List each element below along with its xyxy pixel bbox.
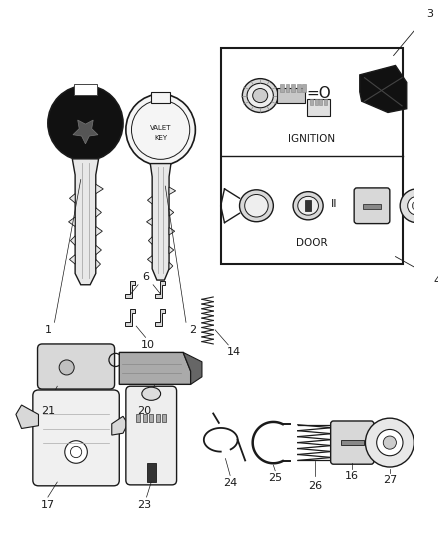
Circle shape <box>383 436 396 449</box>
Circle shape <box>59 360 74 375</box>
Polygon shape <box>96 208 102 217</box>
Ellipse shape <box>131 100 190 159</box>
Circle shape <box>413 201 422 211</box>
Bar <box>286 84 290 92</box>
Bar <box>307 99 330 116</box>
Bar <box>156 415 160 422</box>
Bar <box>277 88 305 103</box>
Polygon shape <box>183 352 202 384</box>
Bar <box>136 415 140 422</box>
Bar <box>297 84 300 92</box>
Text: 16: 16 <box>345 471 359 481</box>
Polygon shape <box>70 193 75 203</box>
Bar <box>363 204 381 208</box>
Text: 1: 1 <box>44 325 51 335</box>
Ellipse shape <box>298 196 318 215</box>
Bar <box>149 415 153 422</box>
FancyBboxPatch shape <box>33 390 119 486</box>
Bar <box>324 99 327 105</box>
Bar <box>280 84 284 92</box>
Text: II: II <box>331 199 338 209</box>
Text: 20: 20 <box>137 406 151 416</box>
Text: 21: 21 <box>41 406 55 416</box>
Polygon shape <box>119 352 191 384</box>
Bar <box>305 200 311 212</box>
Text: 4: 4 <box>433 276 438 286</box>
FancyBboxPatch shape <box>126 386 177 485</box>
Ellipse shape <box>245 195 268 217</box>
Text: DOOR: DOOR <box>296 238 328 248</box>
Circle shape <box>408 196 427 215</box>
Ellipse shape <box>253 88 268 102</box>
Polygon shape <box>169 208 174 216</box>
Polygon shape <box>148 237 152 244</box>
Polygon shape <box>73 120 98 144</box>
Polygon shape <box>169 187 176 195</box>
Bar <box>143 415 147 422</box>
Bar <box>147 463 156 482</box>
Circle shape <box>365 418 414 467</box>
Ellipse shape <box>240 190 273 222</box>
Polygon shape <box>148 197 152 204</box>
Polygon shape <box>72 159 99 285</box>
Text: 23: 23 <box>137 499 151 510</box>
Polygon shape <box>148 256 152 263</box>
FancyBboxPatch shape <box>331 421 374 464</box>
Polygon shape <box>96 184 103 193</box>
Text: 27: 27 <box>383 475 397 485</box>
Bar <box>310 99 313 105</box>
Bar <box>151 92 170 102</box>
Text: 24: 24 <box>223 478 237 488</box>
Bar <box>314 99 318 105</box>
Text: IGNITION: IGNITION <box>288 134 336 144</box>
Polygon shape <box>16 405 39 429</box>
Ellipse shape <box>142 387 161 400</box>
Text: 25: 25 <box>268 473 283 483</box>
Bar <box>341 440 364 446</box>
Ellipse shape <box>242 79 278 112</box>
Ellipse shape <box>293 192 323 220</box>
Polygon shape <box>155 309 165 326</box>
Polygon shape <box>70 255 75 264</box>
Text: 2: 2 <box>189 325 196 335</box>
FancyBboxPatch shape <box>354 188 390 224</box>
Text: 10: 10 <box>141 340 155 350</box>
Text: 3: 3 <box>426 9 433 19</box>
Text: 14: 14 <box>227 348 241 358</box>
Text: VALET: VALET <box>150 125 171 131</box>
Bar <box>291 84 295 92</box>
Polygon shape <box>68 217 75 227</box>
Circle shape <box>65 441 87 463</box>
Polygon shape <box>96 245 102 255</box>
Bar <box>74 84 97 95</box>
Polygon shape <box>169 246 174 254</box>
Polygon shape <box>155 281 165 298</box>
Ellipse shape <box>247 83 273 108</box>
Polygon shape <box>71 236 75 245</box>
Circle shape <box>400 189 434 223</box>
Text: KEY: KEY <box>154 135 167 141</box>
Text: 26: 26 <box>307 481 322 491</box>
Polygon shape <box>96 260 100 269</box>
FancyBboxPatch shape <box>38 344 115 389</box>
Polygon shape <box>96 227 102 236</box>
Bar <box>162 415 166 422</box>
Polygon shape <box>112 416 128 435</box>
Bar <box>319 99 322 105</box>
Polygon shape <box>169 228 175 235</box>
Polygon shape <box>125 309 135 326</box>
Polygon shape <box>125 281 135 298</box>
Ellipse shape <box>48 86 123 161</box>
Polygon shape <box>360 66 407 112</box>
Polygon shape <box>169 262 173 270</box>
Text: =O: =O <box>306 86 331 101</box>
Circle shape <box>377 430 403 456</box>
Ellipse shape <box>126 94 195 165</box>
Polygon shape <box>150 164 171 280</box>
Text: 6: 6 <box>142 272 149 282</box>
Polygon shape <box>147 218 152 225</box>
Bar <box>221 48 403 264</box>
Text: 17: 17 <box>41 499 55 510</box>
Bar <box>303 84 306 92</box>
